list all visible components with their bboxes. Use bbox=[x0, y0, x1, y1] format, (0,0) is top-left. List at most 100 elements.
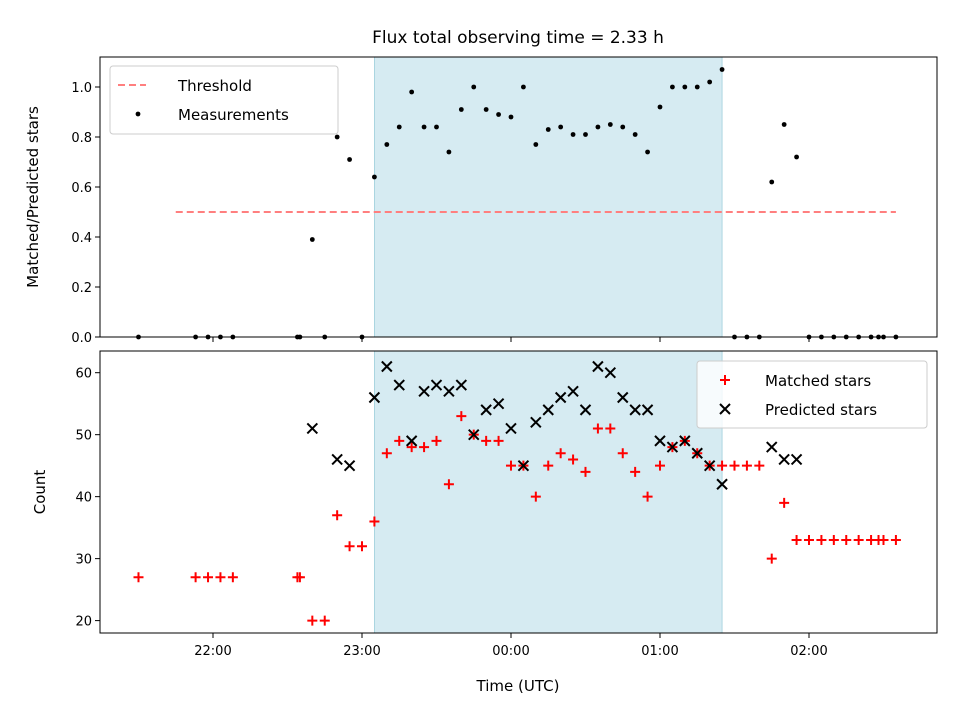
measurement-point bbox=[483, 107, 489, 112]
predicted-star-point bbox=[368, 391, 381, 404]
predicted-star-point bbox=[617, 391, 629, 404]
measurement-point bbox=[421, 124, 427, 130]
predicted-star-point bbox=[480, 404, 492, 416]
legend-label: Measurements bbox=[178, 106, 289, 124]
predicted-star-point bbox=[393, 379, 405, 391]
y-tick-label: 30 bbox=[75, 553, 92, 568]
measurement-point bbox=[769, 179, 775, 185]
matched-star-point bbox=[729, 460, 740, 471]
measurement-point bbox=[384, 142, 390, 147]
matched-star-point bbox=[505, 460, 516, 471]
matched-star-point bbox=[568, 454, 579, 465]
matched-star-point bbox=[828, 535, 839, 546]
x-tick-label: 02:00 bbox=[790, 644, 827, 659]
matched-star-point bbox=[203, 572, 214, 583]
predicted-star-point bbox=[629, 404, 641, 416]
measurement-point bbox=[657, 104, 663, 110]
y-axis-label: Matched/Predicted stars bbox=[24, 106, 42, 288]
predicted-star-point bbox=[455, 379, 468, 391]
measurement-point bbox=[620, 124, 626, 130]
matched-star-point bbox=[890, 535, 901, 546]
measurement-point bbox=[434, 124, 439, 130]
x-tick-label: 23:00 bbox=[343, 644, 380, 659]
matched-star-point bbox=[443, 479, 454, 490]
matched-star-point bbox=[555, 448, 566, 459]
legend-key-marker bbox=[135, 111, 141, 117]
matched-star-point bbox=[530, 491, 541, 502]
predicted-star-point bbox=[604, 366, 617, 379]
predicted-star-point bbox=[766, 441, 778, 453]
predicted-star-point bbox=[579, 404, 592, 416]
y-tick-label: 60 bbox=[75, 367, 92, 382]
measurement-point bbox=[334, 134, 340, 140]
x-tick-label: 01:00 bbox=[641, 644, 678, 659]
predicted-star-point bbox=[492, 397, 505, 410]
legend-label: Threshold bbox=[177, 77, 252, 95]
y-tick-label: 0.4 bbox=[71, 231, 92, 246]
measurement-point bbox=[794, 154, 799, 160]
matched-star-point bbox=[133, 572, 144, 583]
x-tick-label: 00:00 bbox=[492, 644, 529, 659]
measurement-point bbox=[533, 142, 539, 147]
y-tick-label: 1.0 bbox=[71, 81, 92, 96]
y-tick-label: 50 bbox=[75, 429, 92, 444]
matched-star-point bbox=[741, 460, 752, 471]
plot-frame bbox=[99, 56, 938, 338]
matched-star-point bbox=[344, 541, 355, 552]
measurement-point bbox=[458, 107, 464, 112]
matched-star-point bbox=[319, 615, 330, 626]
y-tick-label: 0.0 bbox=[71, 331, 92, 346]
measurement-point bbox=[496, 112, 501, 117]
measurement-point bbox=[508, 114, 514, 120]
matched-star-point bbox=[630, 466, 641, 477]
matched-star-point bbox=[307, 615, 318, 626]
legend-label: Matched stars bbox=[765, 372, 871, 390]
matched-star-point bbox=[369, 516, 380, 527]
chart-title: Flux total observing time = 2.33 h bbox=[372, 28, 664, 48]
matched-star-point bbox=[456, 411, 467, 422]
measurement-point bbox=[446, 149, 452, 155]
bottom-panel: 20 30 40 50 60 22:00 23:00 00:00 01:00 02:00 Time … bbox=[31, 350, 938, 695]
predicted-star-point bbox=[703, 459, 716, 472]
matched-star-point bbox=[791, 535, 802, 546]
predicted-star-point bbox=[418, 385, 430, 397]
matched-star-point bbox=[779, 497, 790, 508]
matched-star-point bbox=[878, 535, 889, 546]
top-panel: 0.0 0.2 0.4 0.6 0.8 1.0 Flux total observing t… bbox=[24, 28, 938, 346]
measurement-point bbox=[595, 124, 601, 130]
predicted-star-point bbox=[567, 385, 579, 397]
measurement-point bbox=[781, 122, 787, 127]
legend-box bbox=[109, 65, 339, 135]
matched-star-point bbox=[394, 435, 405, 446]
matched-star-point bbox=[294, 572, 305, 583]
matched-star-point bbox=[356, 541, 367, 552]
matched-star-point bbox=[481, 435, 492, 446]
x-tick-label: 22:00 bbox=[194, 644, 231, 659]
y-tick-label: 0.2 bbox=[71, 281, 92, 296]
matched-star-point bbox=[754, 460, 765, 471]
matched-star-point bbox=[841, 535, 852, 546]
matched-star-point bbox=[227, 572, 238, 583]
predicted-star-point bbox=[381, 360, 393, 373]
observing-window-band bbox=[374, 350, 723, 634]
x-axis-label: Time (UTC) bbox=[476, 677, 560, 695]
predicted-star-point bbox=[468, 428, 480, 441]
matched-star-point bbox=[580, 466, 591, 477]
predicted-star-point bbox=[331, 453, 343, 466]
predicted-star-point bbox=[666, 441, 679, 453]
matched-star-point bbox=[592, 423, 603, 434]
predicted-star-point bbox=[790, 453, 803, 466]
y-axis-label: Count bbox=[31, 470, 49, 515]
matched-star-point bbox=[816, 535, 827, 546]
matched-star-point bbox=[543, 460, 554, 471]
measurement-point bbox=[558, 124, 564, 130]
matched-star-point bbox=[654, 460, 665, 471]
predicted-star-point bbox=[554, 391, 567, 404]
measurement-point bbox=[309, 237, 315, 242]
measurement-point bbox=[632, 132, 638, 137]
measurement-point bbox=[719, 67, 725, 72]
plot-frame bbox=[99, 350, 938, 634]
measurement-point bbox=[707, 79, 713, 85]
predicted-star-point bbox=[505, 422, 517, 435]
